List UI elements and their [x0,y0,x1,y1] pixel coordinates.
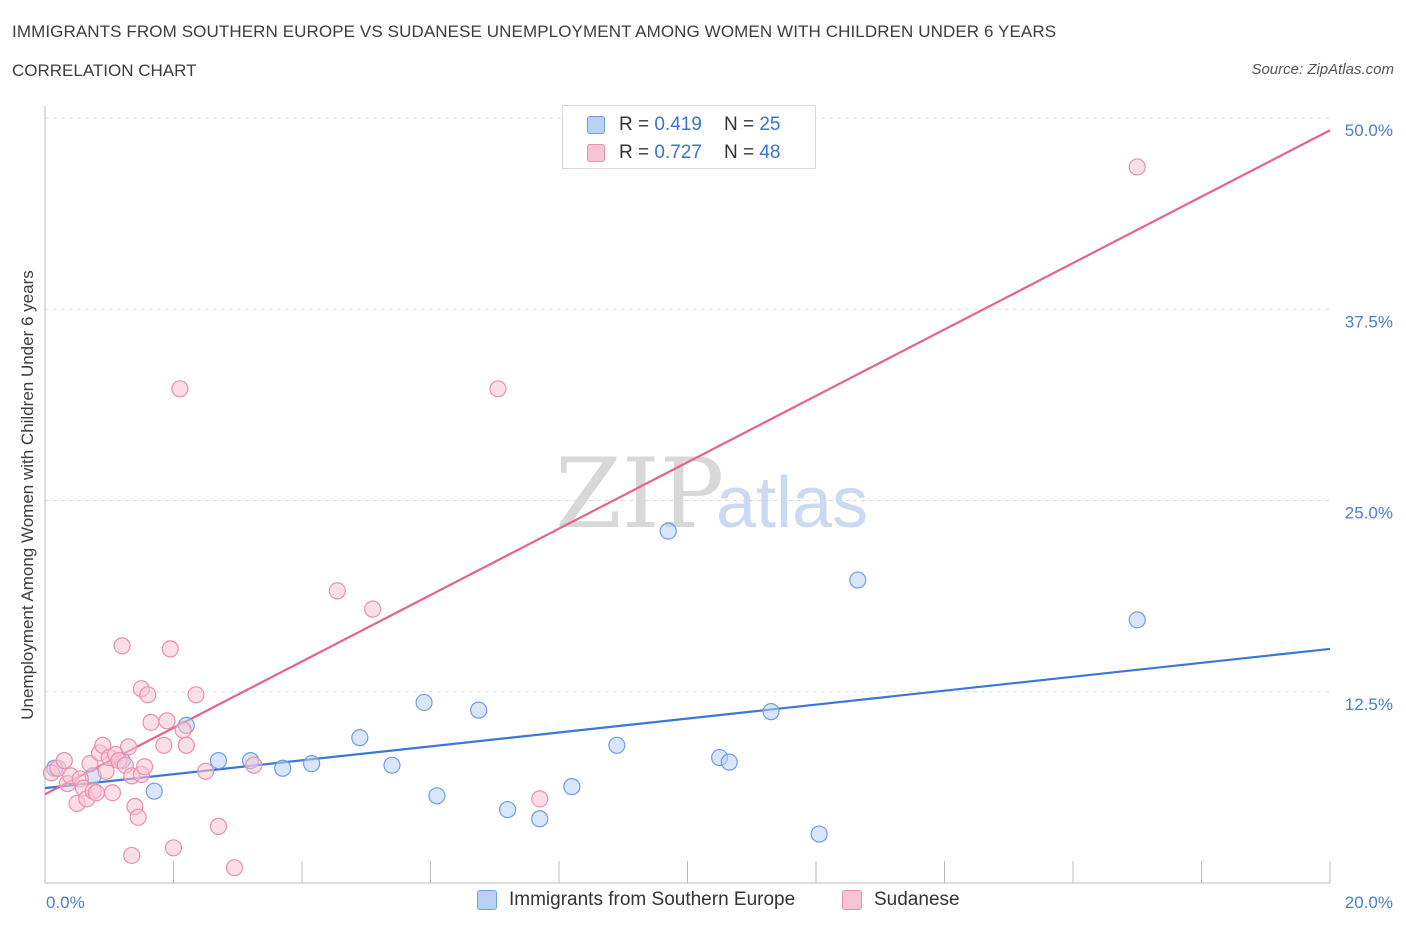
axes [44,106,1331,884]
point-sudanese [87,784,106,802]
point-immigrants [274,759,292,777]
r-value: 0.419 [654,114,702,135]
point-sudanese [139,686,157,704]
point-sudanese [161,640,179,658]
point-sudanese [164,839,183,857]
r-value: 0.727 [654,142,702,163]
point-immigrants [1128,611,1146,629]
source-credit: Source: ZipAtlas.com [1251,61,1394,78]
pink-swatch [842,890,862,910]
legend-label: Immigrants from Southern Europe [509,889,796,910]
point-sudanese [364,600,382,618]
series-legend: Immigrants from Southern Europe Sudanese [0,889,1406,915]
point-sudanese [187,686,205,704]
legend-row-immigrants: R = 0.419 N = 25 [587,113,780,137]
trendline-immigrants [44,647,1331,790]
correlation-legend: R = 0.419 N = 25 R = 0.727 N = 48 [562,105,816,169]
point-sudanese [81,755,99,773]
point-immigrants [608,736,626,754]
n-label: N = [723,142,755,163]
chart-title: IMMIGRANTS FROM SOUTHERN EUROPE VS SUDAN… [12,22,1057,41]
trendline-sudanese [44,129,1331,796]
point-immigrants [810,825,828,843]
point-immigrants [849,571,867,589]
point-sudanese [103,784,122,802]
legend-row-sudanese: R = 0.727 N = 48 [587,141,780,165]
trend-lines [44,129,1331,796]
point-sudanese [142,713,160,731]
point-sudanese [55,751,73,770]
point-sudanese [119,738,138,756]
point-sudanese [328,582,346,600]
y-tick-label: 25.0% [1345,504,1393,523]
watermark-atlas: atlas [716,463,868,543]
point-sudanese [177,736,195,754]
blue-swatch [587,116,605,134]
point-sudanese [155,736,173,754]
x-tick-label: 20.0% [1345,893,1393,912]
point-sudanese [197,762,215,780]
y-axis-label: Unemployment Among Women with Children U… [18,270,37,719]
point-immigrants [531,810,549,828]
point-sudanese [209,817,228,835]
point-sudanese [129,808,147,826]
point-immigrants [762,703,780,721]
point-immigrants [351,729,369,747]
point-immigrants [145,782,163,800]
y-tick-label: 37.5% [1345,312,1393,331]
legend-item-immigrants: Immigrants from Southern Europe [477,889,795,911]
legend-item-sudanese: Sudanese [842,889,960,911]
data-points [42,158,1146,877]
pink-swatch [587,144,605,162]
point-immigrants [470,701,488,719]
r-label: R = [619,114,650,135]
blue-swatch [477,890,497,910]
tick-labels: 12.5% 25.0% 37.5% 50.0% 0.0% 20.0% [46,121,1393,912]
point-immigrants [563,778,581,796]
point-sudanese [123,846,141,865]
grid [45,117,1330,693]
point-sudanese [171,380,189,398]
n-value: 25 [759,114,781,135]
n-value: 48 [759,142,781,163]
point-immigrants [428,787,446,805]
x-tick-label: 0.0% [46,893,85,912]
watermark-zip: ZIP [555,438,724,550]
point-sudanese [135,758,154,776]
point-immigrants [659,522,677,540]
point-immigrants [383,756,401,774]
point-sudanese [1128,158,1146,176]
point-immigrants [720,753,738,771]
legend-label: Sudanese [874,889,960,910]
y-tick-label: 50.0% [1345,121,1393,140]
point-sudanese [113,637,131,655]
point-sudanese [489,380,507,398]
chart-subtitle: CORRELATION CHART [12,61,197,80]
point-immigrants [303,755,321,773]
watermark: ZIP atlas [555,438,868,550]
y-tick-label: 12.5% [1345,695,1393,714]
point-sudanese [245,756,263,774]
point-sudanese [531,790,549,808]
point-sudanese [158,712,176,730]
point-immigrants [415,693,433,712]
point-immigrants [209,751,228,770]
point-sudanese [225,859,244,877]
r-label: R = [619,142,650,163]
point-immigrants [499,800,517,819]
n-label: N = [723,114,755,135]
point-sudanese [174,721,192,739]
